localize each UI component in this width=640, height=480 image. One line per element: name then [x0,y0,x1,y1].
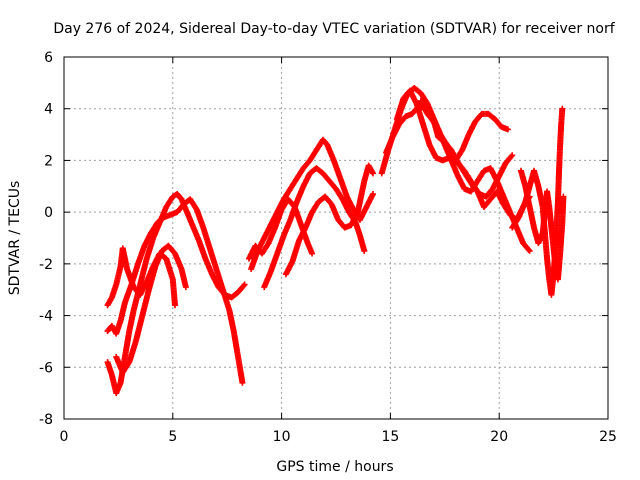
series-7 [261,165,368,291]
series-1 [104,191,248,397]
series-6 [245,196,316,262]
data-point [241,281,248,288]
series-8 [282,162,376,278]
y-tick-label: -8 [39,412,53,428]
series-11 [393,87,511,164]
series-5 [248,136,376,273]
plot-frame [63,56,609,420]
series-10 [383,103,533,254]
y-tick-label: 4 [44,102,53,118]
y-tick-label: -4 [39,309,53,325]
x-tick-label: 25 [599,429,617,445]
series-3 [104,245,178,309]
data-point [240,282,247,289]
data-point [525,246,532,253]
y-tick-label: -6 [39,360,53,376]
axis-ticks: 0 5 10 15 20 25 -8 -6 -4 -2 0 2 4 6 [39,50,617,445]
data-point [560,193,567,200]
x-tick-label: 20 [490,429,508,445]
x-tick-label: 0 [60,429,69,445]
data-point [182,284,189,291]
data-point [508,153,515,160]
data-points [104,85,567,397]
series-14 [517,167,567,283]
x-tick-label: 15 [381,429,399,445]
data-point [504,126,511,133]
x-tick-label: 10 [273,429,291,445]
data-point [361,247,368,254]
y-tick-label: 0 [44,205,53,221]
data-point [526,247,533,254]
data-point [309,250,316,257]
data-point [369,191,376,198]
y-tick-label: -2 [39,257,53,273]
data-point [171,302,178,309]
y-axis-label: SDTVAR / TECUs [7,181,23,296]
y-tick-label: 2 [44,153,53,169]
data-point [369,170,376,177]
series-12 [417,97,533,223]
y-tick-label: 6 [44,50,53,66]
data-point [559,105,566,112]
series-4 [113,242,189,376]
chart-title: Day 276 of 2024, Sidereal Day-to-day VTE… [53,21,615,37]
x-tick-label: 5 [168,429,177,445]
x-axis-label: GPS time / hours [276,459,393,475]
data-point [509,152,516,159]
data-point [239,379,246,386]
